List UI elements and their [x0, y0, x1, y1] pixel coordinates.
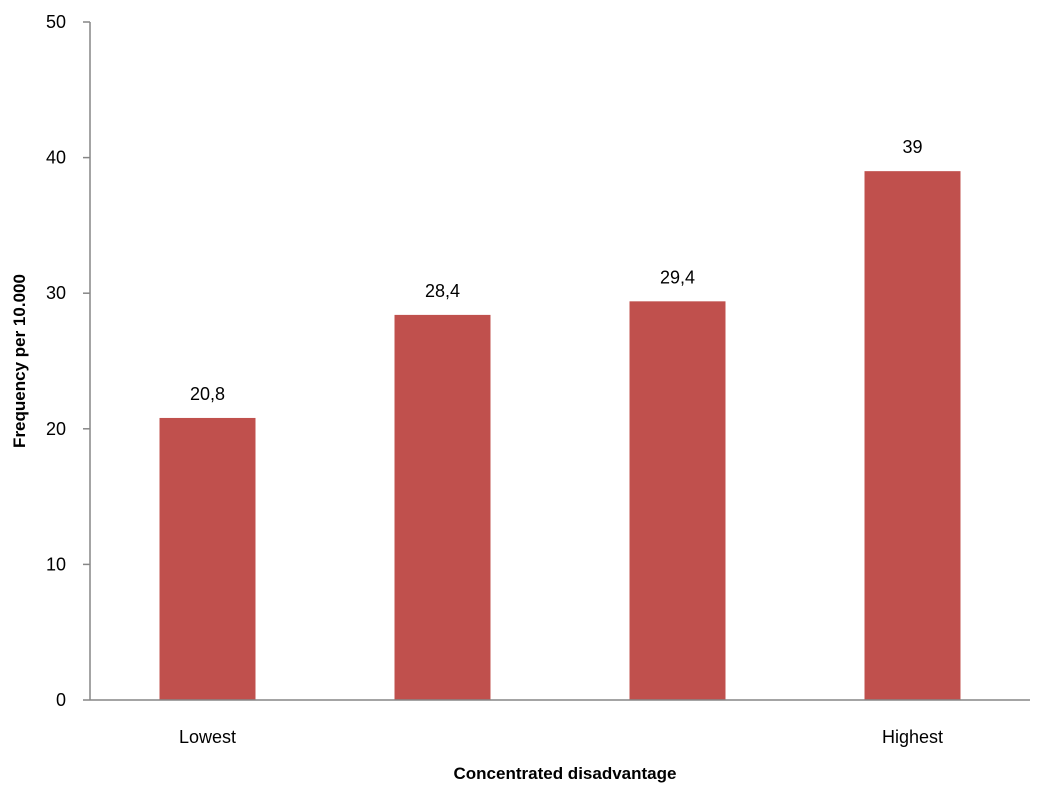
y-tick-label: 10 — [46, 554, 66, 574]
x-axis-ticks: Lowest Highest — [179, 727, 943, 747]
x-tick-label: Highest — [882, 727, 943, 747]
data-labels: 20,8 28,4 29,4 39 — [190, 137, 923, 404]
bar-value-label: 29,4 — [660, 267, 695, 287]
y-tick-label: 40 — [46, 148, 66, 168]
bar-value-label: 39 — [902, 137, 922, 157]
bar-value-label: 28,4 — [425, 281, 460, 301]
y-axis-title: Frequency per 10.000 — [10, 274, 29, 448]
y-tick-label: 0 — [56, 690, 66, 710]
y-tick-label: 20 — [46, 419, 66, 439]
y-tick-label: 30 — [46, 283, 66, 303]
bar — [864, 171, 961, 700]
x-axis-title: Concentrated disadvantage — [454, 764, 677, 783]
bar — [394, 314, 491, 700]
y-axis-ticks: 0 10 20 30 40 50 — [46, 12, 90, 710]
bars — [159, 171, 961, 700]
bar — [159, 417, 256, 700]
x-tick-label: Lowest — [179, 727, 236, 747]
y-tick-label: 50 — [46, 12, 66, 32]
bar-value-label: 20,8 — [190, 384, 225, 404]
bar — [629, 301, 726, 700]
